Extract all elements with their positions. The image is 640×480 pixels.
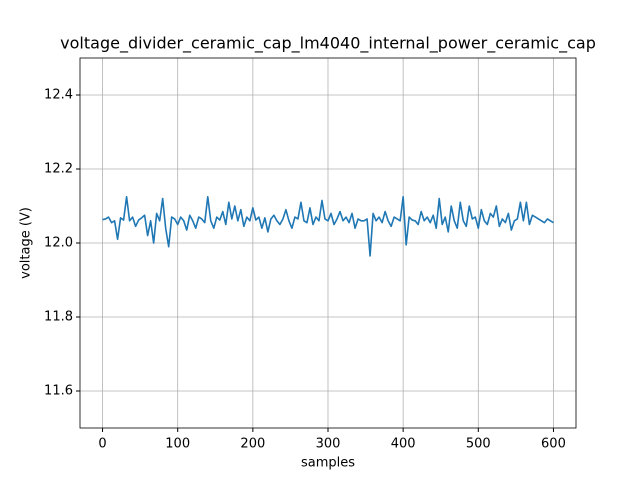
x-tick-label: 400 bbox=[391, 437, 416, 452]
y-tick-label: 12.4 bbox=[44, 88, 73, 103]
x-axis-label: samples bbox=[301, 456, 355, 471]
x-tick-label: 600 bbox=[541, 437, 566, 452]
chart-title: voltage_divider_ceramic_cap_lm4040_inter… bbox=[60, 34, 596, 54]
x-tick-label: 0 bbox=[98, 437, 106, 452]
x-tick-label: 500 bbox=[466, 437, 491, 452]
y-tick-label: 12.2 bbox=[44, 162, 73, 177]
plot-frame bbox=[79, 57, 577, 429]
x-tick-label: 100 bbox=[165, 437, 190, 452]
y-tick-label: 11.8 bbox=[44, 310, 73, 325]
x-tick-label: 300 bbox=[316, 437, 341, 452]
x-tick-label: 200 bbox=[240, 437, 265, 452]
data-line bbox=[102, 195, 554, 257]
y-tick-label: 12.0 bbox=[44, 236, 73, 251]
y-axis-label: voltage (V) bbox=[19, 207, 34, 279]
y-tick-label: 11.6 bbox=[44, 384, 73, 399]
